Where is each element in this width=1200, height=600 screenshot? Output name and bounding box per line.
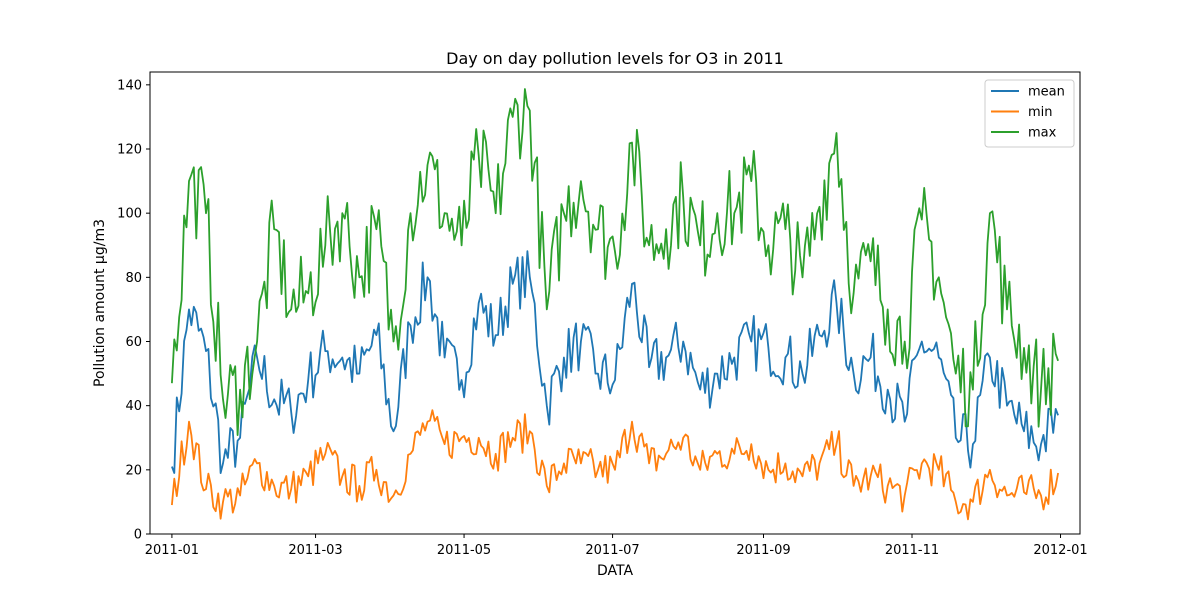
- x-tick-label: 2011-09: [736, 543, 790, 558]
- y-tick-label: 40: [125, 399, 142, 414]
- y-tick-label: 120: [117, 143, 142, 158]
- x-tick-label: 2011-01: [145, 543, 199, 558]
- x-tick-label: 2012-01: [1033, 543, 1087, 558]
- series-group: [171, 88, 1059, 521]
- y-tick-label: 60: [125, 335, 142, 350]
- x-axis: 2011-01 2011-03 2011-05 2011-07 2011-09 2011-…: [145, 534, 1088, 558]
- chart-title: Day on day pollution levels for O3 in 20…: [446, 49, 784, 68]
- series-line-mean: [171, 250, 1059, 475]
- legend-label-min: min: [1028, 105, 1053, 120]
- series-line-max: [171, 88, 1059, 437]
- y-tick-label: 140: [117, 78, 142, 93]
- x-tick-label: 2011-11: [885, 543, 939, 558]
- y-tick-label: 80: [125, 271, 142, 286]
- y-axis: 0 20 40 60 80 100 120 140: [117, 78, 150, 543]
- legend-box: [984, 79, 1075, 148]
- legend-label-max: max: [1028, 126, 1057, 141]
- y-tick-label: 20: [125, 463, 142, 478]
- legend-label-mean: mean: [1028, 85, 1065, 100]
- y-tick-label: 100: [117, 207, 142, 222]
- series-line-min: [171, 409, 1059, 521]
- x-axis-title: DATA: [597, 563, 633, 579]
- legend: mean min max: [984, 79, 1075, 148]
- x-tick-label: 2011-07: [585, 543, 639, 558]
- plot-area: [149, 71, 1081, 535]
- x-tick-label: 2011-05: [437, 543, 491, 558]
- y-axis-title: Pollution amount µg/m3: [92, 219, 108, 387]
- x-tick-label: 2011-03: [288, 543, 342, 558]
- y-tick-label: 0: [134, 528, 142, 543]
